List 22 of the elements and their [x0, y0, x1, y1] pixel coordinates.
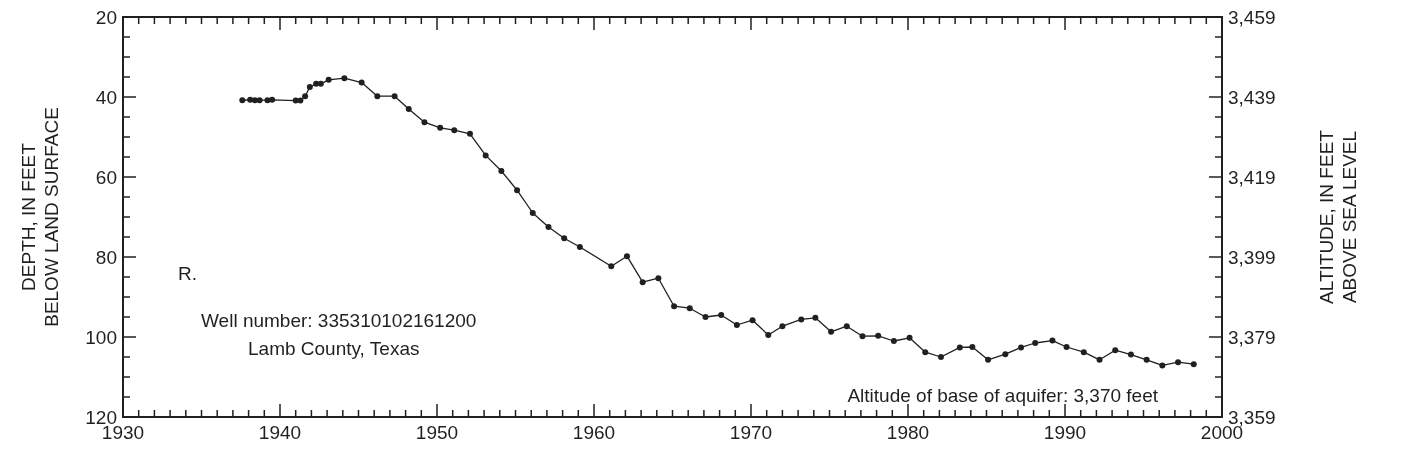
y2-axis-title: ALTITUDE, IN FEET ABOVE SEA LEVEL — [1316, 129, 1360, 304]
y2-tick-label: 3,379 — [1228, 327, 1276, 348]
annotation: Well number: 335310102161200 — [201, 310, 477, 331]
annotation: Lamb County, Texas — [248, 338, 420, 359]
y-tick-label: 100 — [85, 327, 117, 348]
x-tick-label: 1980 — [886, 422, 930, 443]
x-tick-label: 1950 — [415, 422, 459, 443]
x-tick-label: 1990 — [1043, 422, 1087, 443]
y-tick-label: 40 — [95, 87, 117, 108]
annotation: R. — [178, 263, 197, 284]
y-tick-label: 60 — [95, 167, 117, 188]
x-tick-label: 1970 — [729, 422, 773, 443]
y2-tick-label: 3,459 — [1228, 7, 1276, 28]
annotation: Altitude of base of aquifer: 3,370 feet — [847, 385, 1159, 406]
x-tick-label: 1960 — [572, 422, 616, 443]
x-tick-label: 1940 — [258, 422, 302, 443]
y2-tick-label: 3,419 — [1228, 167, 1276, 188]
y2-tick-label: 3,399 — [1228, 247, 1276, 268]
y2-tick-label: 3,439 — [1228, 87, 1276, 108]
y-tick-label: 20 — [95, 7, 117, 28]
y-tick-label: 80 — [95, 247, 117, 268]
y-axis-title: DEPTH, IN FEET BELOW LAND SURFACE — [18, 107, 62, 327]
